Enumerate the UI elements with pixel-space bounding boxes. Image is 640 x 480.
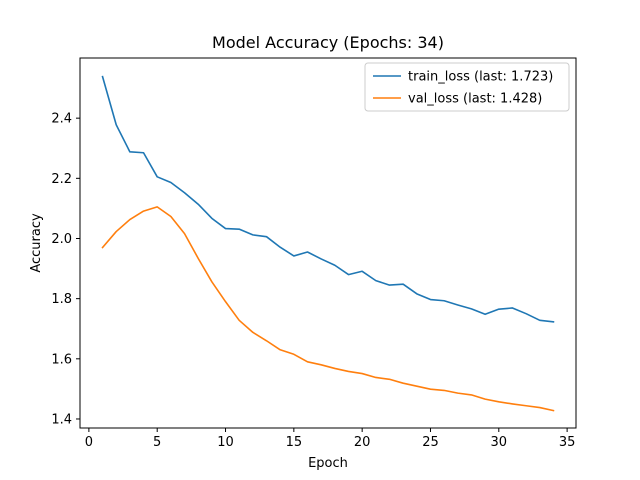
x-axis-title: Epoch (308, 456, 348, 471)
x-tick-label: 20 (354, 435, 371, 450)
series-line-0 (101, 75, 555, 323)
legend-label-0: train_loss (last: 1.723) (408, 70, 553, 85)
series-line-1 (101, 206, 555, 412)
y-tick-label: 2.0 (51, 232, 72, 247)
legend: train_loss (last: 1.723) val_loss (last: … (364, 62, 570, 112)
plot-frame (79, 57, 577, 429)
x-tick-label: 10 (217, 435, 234, 450)
legend-box (364, 62, 570, 112)
y-tick-label: 2.4 (51, 112, 72, 127)
x-tick-label: 25 (422, 435, 439, 450)
y-tick-label: 1.4 (51, 412, 72, 427)
x-tick-label: 15 (286, 435, 303, 450)
chart-title: Model Accuracy (Epochs: 34) (212, 33, 444, 52)
x-axis: 0 5 10 15 20 25 30 35 (85, 428, 576, 450)
x-tick-label: 0 (85, 435, 93, 450)
plot-area (101, 75, 555, 412)
y-tick-label: 2.2 (51, 172, 72, 187)
x-tick-label: 35 (559, 435, 576, 450)
y-tick-label: 1.6 (51, 352, 72, 367)
x-tick-label: 5 (153, 435, 161, 450)
y-tick-label: 1.8 (51, 292, 72, 307)
x-tick-label: 30 (491, 435, 508, 450)
legend-label-1: val_loss (last: 1.428) (408, 92, 542, 107)
y-axis-title: Accuracy (29, 213, 44, 273)
y-axis: 1.4 1.6 1.8 2.0 2.2 2.4 (51, 112, 80, 427)
